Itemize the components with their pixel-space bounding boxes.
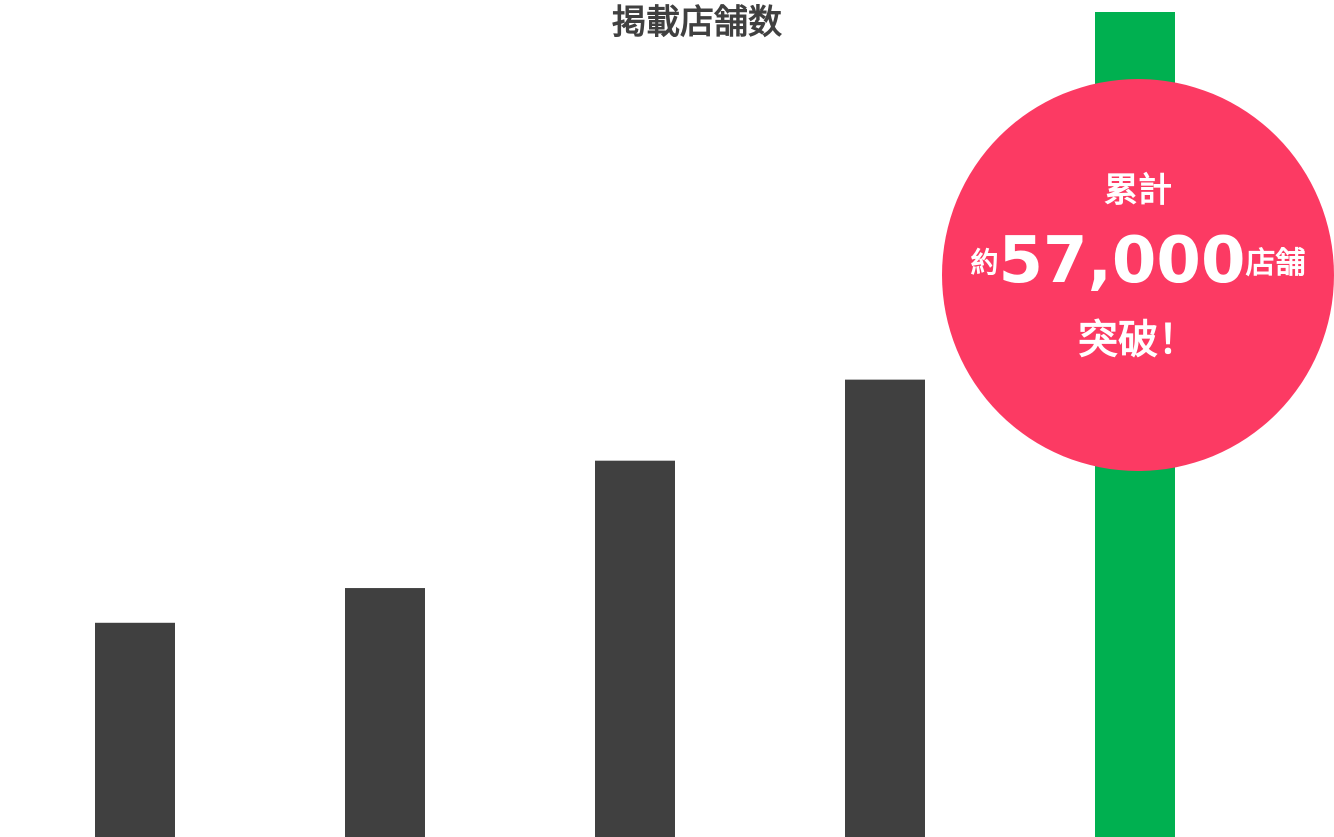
bar (845, 379, 925, 837)
callout-value-line: 約57,000店舗 (971, 224, 1306, 298)
chart-title: 掲載店舗数 (612, 3, 782, 43)
bar (95, 622, 175, 837)
bar (595, 460, 675, 837)
callout-suffix: 店舗 (1245, 246, 1305, 281)
callout-top: 累計 (1104, 171, 1172, 211)
callout-bottom: 突破！ (1078, 317, 1198, 363)
callout-prefix: 約 (971, 246, 999, 279)
callout-badge (942, 79, 1334, 471)
value-label: 57,000 (999, 224, 1246, 298)
bar (345, 588, 425, 837)
